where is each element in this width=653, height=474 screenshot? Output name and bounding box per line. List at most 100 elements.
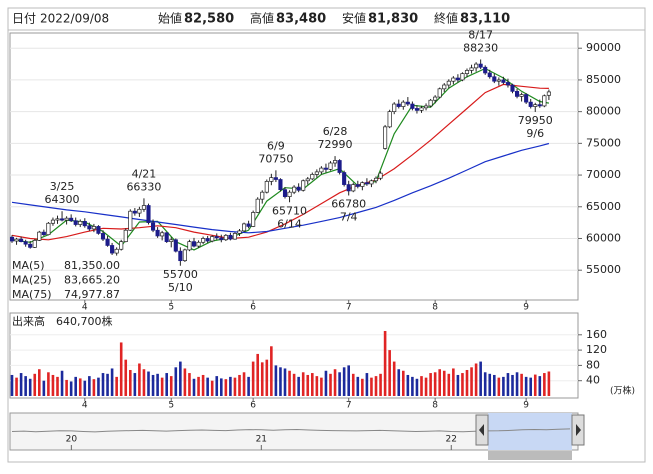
candle-body <box>201 238 206 243</box>
candle-body <box>301 180 306 191</box>
candle-body <box>119 241 124 250</box>
candle-body <box>169 239 174 243</box>
legend-value: 81,350.00 <box>64 259 120 272</box>
volume-bar <box>197 376 200 396</box>
volume-bar <box>333 369 337 396</box>
candle-body <box>196 241 201 247</box>
volume-bar <box>51 374 55 396</box>
annotation-date: 4/21 <box>132 167 157 180</box>
candle-body <box>164 232 169 243</box>
volume-bar <box>15 377 18 396</box>
header-label: 終値 <box>434 11 458 26</box>
candle-body <box>460 73 465 81</box>
candle-body <box>373 177 379 182</box>
candle-body <box>55 218 60 221</box>
candle-body <box>296 186 301 191</box>
price-plot <box>9 32 579 301</box>
volume-bar <box>324 370 328 396</box>
candle-body <box>314 171 319 175</box>
volume-bar <box>356 376 360 396</box>
header-value: 83,480 <box>276 12 326 27</box>
volume-bar <box>10 374 14 396</box>
volume-bar <box>538 376 542 396</box>
candle-body <box>87 225 92 230</box>
volume-bar <box>42 380 46 396</box>
volume-bar <box>169 376 173 396</box>
candle-body <box>128 210 133 231</box>
header-label: 始値 <box>158 11 182 26</box>
annotation-value: 66330 <box>126 180 161 193</box>
volume-bar <box>47 372 50 396</box>
volume-bar <box>420 376 423 396</box>
volume-bar <box>165 373 168 396</box>
volume-bar <box>338 372 341 396</box>
candle-body <box>464 70 470 74</box>
candle-body <box>141 205 147 210</box>
candle-body <box>433 96 438 101</box>
candle-body <box>105 238 110 246</box>
volume-bar <box>524 376 528 396</box>
volume-bar <box>311 373 314 396</box>
candle-body <box>414 108 420 111</box>
candle-body <box>383 126 388 149</box>
candle-body <box>242 223 247 232</box>
header-label: 高値 <box>250 11 274 26</box>
candle-body <box>78 221 83 225</box>
annotation-value: 79950 <box>518 114 553 127</box>
volume-bar <box>329 373 332 396</box>
candle-body <box>9 236 15 242</box>
volume-bar <box>511 374 514 396</box>
candle-body <box>32 240 37 248</box>
volume-bar <box>115 376 118 396</box>
annotation-date: 3/25 <box>50 180 75 193</box>
candle-body <box>533 104 538 107</box>
volume-bar <box>397 369 401 396</box>
y-tick-label: 80000 <box>586 105 621 118</box>
candle-body <box>182 249 187 262</box>
navigator-scrollbar[interactable] <box>488 451 572 460</box>
legend-value: 83,665.20 <box>64 274 120 287</box>
volume-bar <box>192 378 196 396</box>
candle-body <box>37 231 42 241</box>
candle-body <box>342 172 347 185</box>
volume-bar <box>65 379 68 396</box>
annotation-value: 88230 <box>463 41 498 54</box>
annotation-value: 66780 <box>331 197 366 210</box>
volume-bar <box>297 376 300 396</box>
candle-body <box>146 205 151 223</box>
candle-body <box>469 67 474 71</box>
volume-bar <box>547 371 551 396</box>
candle-body <box>155 229 160 237</box>
volume-bar <box>429 373 432 396</box>
candle-body <box>100 233 106 240</box>
y-tick-label: 85000 <box>586 73 621 86</box>
header-value: 83,110 <box>460 12 510 27</box>
candle-body <box>346 184 351 192</box>
legend-name: MA(5) <box>12 259 45 272</box>
volume-bar <box>215 376 219 396</box>
volume-bar <box>374 376 378 396</box>
x-tick-label: 5 <box>168 401 174 411</box>
candle-body <box>96 226 101 234</box>
volume-bar <box>479 361 482 396</box>
volume-bar <box>543 373 546 396</box>
candle-body <box>282 189 288 197</box>
candle-body <box>546 91 551 96</box>
volume-bar <box>247 376 250 396</box>
candle-body <box>424 105 429 109</box>
candle-body <box>392 103 397 112</box>
candle-body <box>292 186 297 193</box>
candle-body <box>396 103 401 107</box>
candle-body <box>442 84 447 90</box>
volume-label: 出来高 <box>12 314 45 328</box>
volume-bar <box>206 377 209 396</box>
x-tick-label: 9 <box>523 401 529 411</box>
volume-bar <box>33 373 37 396</box>
volume-bar <box>342 367 346 396</box>
candle-body <box>173 239 178 252</box>
candle-body <box>64 217 69 221</box>
volume-bar <box>415 378 419 396</box>
volume-bar <box>515 372 519 396</box>
x-tick-label: 7 <box>346 303 352 313</box>
volume-bar <box>452 368 455 396</box>
